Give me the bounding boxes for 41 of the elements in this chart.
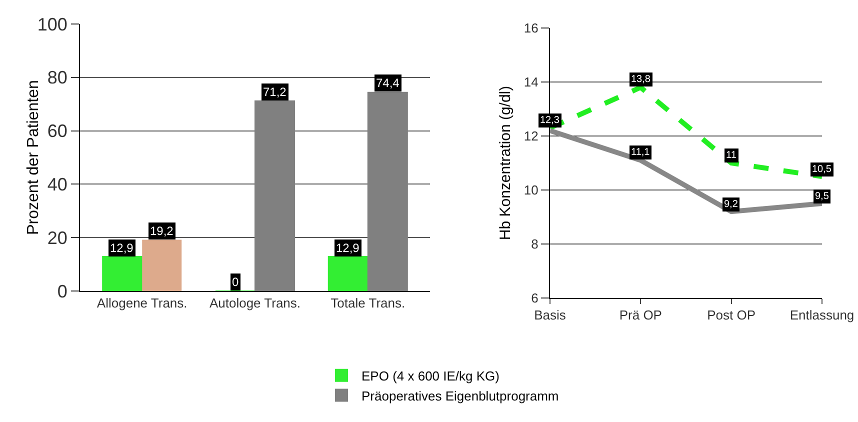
x-tick-label: Prä OP: [619, 308, 662, 323]
data-label: 12,9: [336, 241, 360, 255]
data-label: 71,2: [263, 85, 287, 99]
data-label: 9,2: [724, 199, 738, 210]
y-axis-title: Prozent der Patienten: [25, 80, 42, 235]
data-label: 12,9: [110, 241, 134, 255]
data-label: 74,4: [376, 76, 400, 90]
y-tick-label: 8: [531, 236, 538, 252]
y-tick-label: 60: [47, 121, 68, 142]
x-tick-label: Basis: [534, 308, 566, 323]
bar: [142, 240, 182, 291]
y-tick-label: 100: [37, 14, 68, 34]
x-tick-label: Totale Trans.: [330, 296, 406, 311]
data-label: 9,5: [815, 191, 830, 202]
y-tick-label: 14: [524, 74, 538, 90]
x-tick-label: Post OP: [707, 308, 756, 323]
data-label: 19,2: [150, 224, 174, 238]
bar: [367, 92, 408, 291]
legend-label: Präoperatives Eigenblutprogramm: [362, 388, 559, 404]
y-tick-label: 80: [47, 68, 68, 88]
x-tick-label: Entlassung: [790, 308, 854, 323]
x-tick-label: Allogene Trans.: [96, 296, 188, 311]
bar: [254, 100, 296, 291]
y-axis-title: Hb Konzentration (g/dl): [497, 86, 514, 240]
data-label: 13,8: [631, 74, 651, 85]
data-label: 11,1: [631, 147, 650, 158]
legend-label: EPO (4 x 600 IE/kg KG): [362, 368, 500, 384]
data-label: 0: [232, 275, 239, 289]
bar: [328, 256, 368, 291]
y-tick-label: 40: [47, 174, 68, 194]
y-tick-label: 0: [57, 281, 68, 302]
y-tick-label: 20: [47, 228, 68, 248]
data-label: 12,3: [540, 115, 560, 126]
data-label: 10,5: [812, 164, 832, 175]
y-tick-label: 10: [524, 182, 538, 198]
bar: [102, 256, 143, 291]
data-label: 11: [726, 150, 737, 161]
x-tick-label: Autologe Trans.: [209, 296, 301, 311]
y-tick-label: 6: [531, 290, 538, 306]
y-tick-label: 12: [524, 128, 538, 144]
y-tick-label: 16: [524, 20, 538, 36]
